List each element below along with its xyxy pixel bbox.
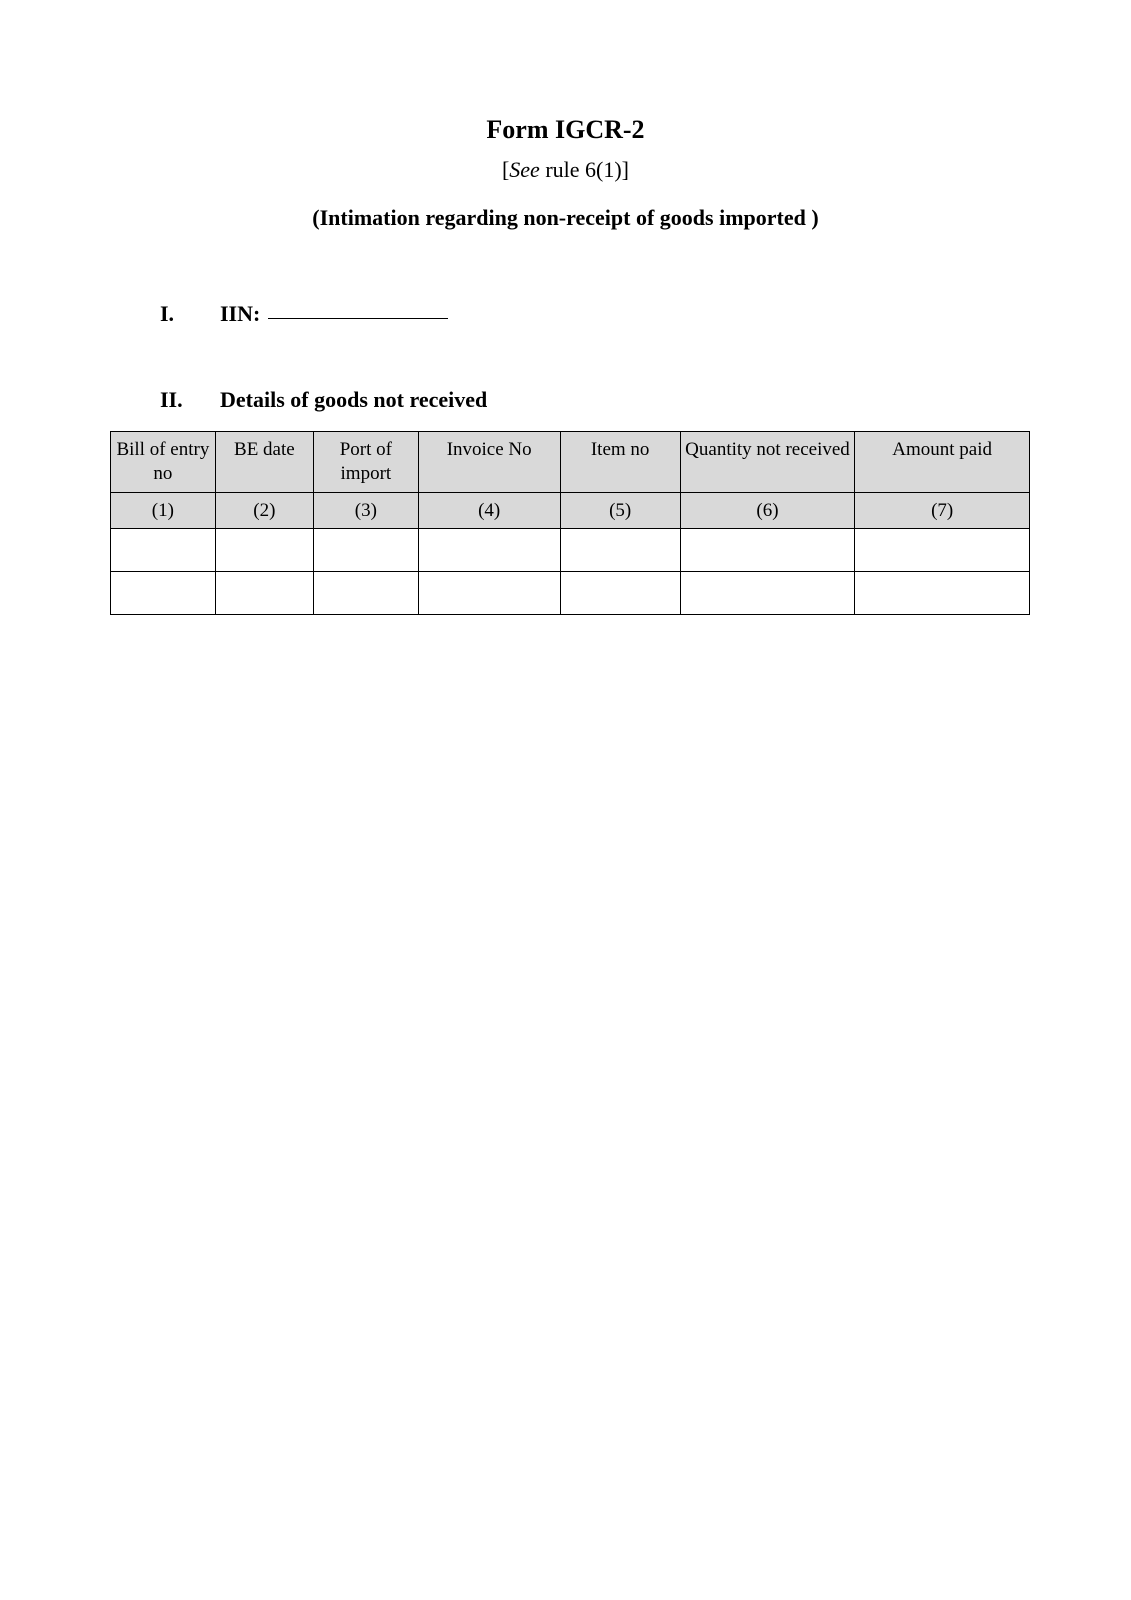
col-header-item-no: Item no xyxy=(560,432,680,493)
see-rule-citation: [See rule 6(1)] xyxy=(0,157,1131,183)
cell[interactable] xyxy=(313,572,418,615)
col-header-invoice-no: Invoice No xyxy=(418,432,560,493)
cell[interactable] xyxy=(680,529,855,572)
see-rest: rule 6(1)] xyxy=(540,157,629,182)
iin-label: IIN: xyxy=(220,301,260,327)
cell[interactable] xyxy=(215,529,313,572)
cell[interactable] xyxy=(111,529,216,572)
cell[interactable] xyxy=(560,572,680,615)
col-num-5: (5) xyxy=(560,492,680,529)
cell[interactable] xyxy=(680,572,855,615)
col-header-be-date: BE date xyxy=(215,432,313,493)
col-num-4: (4) xyxy=(418,492,560,529)
cell[interactable] xyxy=(418,572,560,615)
col-num-3: (3) xyxy=(313,492,418,529)
see-italic: See xyxy=(509,157,540,182)
section-i: I. IIN: xyxy=(160,301,1131,327)
table-header-row: Bill of entry no BE date Port of import … xyxy=(111,432,1030,493)
section-ii-roman: II. xyxy=(160,387,220,413)
section-ii: II. Details of goods not received xyxy=(160,387,1131,413)
cell[interactable] xyxy=(313,529,418,572)
col-num-1: (1) xyxy=(111,492,216,529)
form-title: Form IGCR-2 xyxy=(0,115,1131,145)
section-i-roman: I. xyxy=(160,301,220,327)
cell[interactable] xyxy=(560,529,680,572)
col-header-amount-paid: Amount paid xyxy=(855,432,1030,493)
cell[interactable] xyxy=(855,529,1030,572)
cell[interactable] xyxy=(215,572,313,615)
iin-input-line[interactable] xyxy=(268,318,448,319)
goods-table-wrap: Bill of entry no BE date Port of import … xyxy=(110,431,1031,615)
cell[interactable] xyxy=(855,572,1030,615)
goods-table: Bill of entry no BE date Port of import … xyxy=(110,431,1030,615)
form-page: Form IGCR-2 [See rule 6(1)] (Intimation … xyxy=(0,0,1131,1600)
table-column-number-row: (1) (2) (3) (4) (5) (6) (7) xyxy=(111,492,1030,529)
col-num-6: (6) xyxy=(680,492,855,529)
table-row xyxy=(111,572,1030,615)
table-row xyxy=(111,529,1030,572)
cell[interactable] xyxy=(418,529,560,572)
col-header-port-of-import: Port of import xyxy=(313,432,418,493)
col-header-quantity-not-received: Quantity not received xyxy=(680,432,855,493)
col-header-bill-of-entry: Bill of entry no xyxy=(111,432,216,493)
form-subtitle: (Intimation regarding non-receipt of goo… xyxy=(0,205,1131,231)
col-num-7: (7) xyxy=(855,492,1030,529)
section-ii-heading: Details of goods not received xyxy=(220,387,487,413)
col-num-2: (2) xyxy=(215,492,313,529)
cell[interactable] xyxy=(111,572,216,615)
